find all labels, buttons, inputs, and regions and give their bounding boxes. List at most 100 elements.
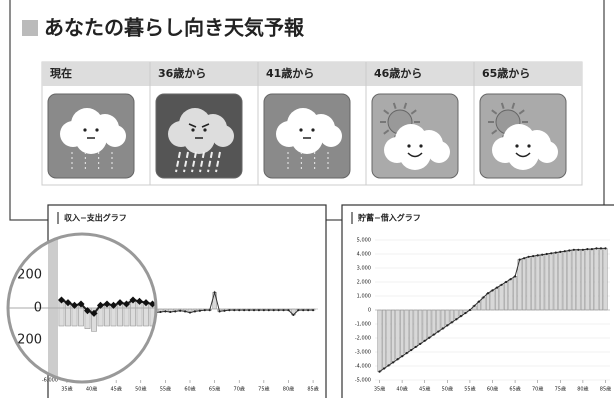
- point: [228, 309, 231, 312]
- weather-icon: [479, 93, 567, 179]
- point: [103, 300, 111, 308]
- point: [57, 296, 66, 304]
- point: [559, 250, 562, 253]
- point: [331, 307, 338, 314]
- point: [604, 247, 607, 250]
- zoom-label: ,200: [13, 268, 42, 283]
- eye: [527, 144, 531, 148]
- bar: [499, 284, 504, 311]
- bar: [382, 309, 387, 369]
- column-label: 65歳から: [482, 66, 530, 80]
- magnified-area: [8, 234, 338, 382]
- point: [96, 301, 105, 309]
- point: [292, 313, 295, 317]
- bar: [508, 279, 513, 311]
- x-tick-label: 50歳: [442, 386, 453, 393]
- point: [272, 309, 275, 312]
- bar: [517, 259, 522, 311]
- sun-ray: [383, 129, 390, 135]
- point: [550, 252, 553, 255]
- point: [572, 248, 575, 251]
- point: [441, 327, 444, 330]
- sun-ray: [410, 109, 417, 115]
- point: [455, 318, 458, 321]
- point: [414, 345, 417, 349]
- bar: [485, 293, 490, 311]
- bar: [386, 309, 391, 366]
- bar: [431, 309, 436, 335]
- column-label: 46歳から: [374, 66, 422, 80]
- point: [238, 309, 241, 312]
- point: [257, 309, 261, 312]
- point: [188, 311, 192, 314]
- point: [532, 255, 535, 258]
- point: [527, 255, 530, 258]
- x-tick-label: 60歳: [184, 386, 195, 393]
- point: [169, 310, 172, 314]
- column-label: 41歳から: [266, 66, 314, 80]
- point: [64, 299, 72, 307]
- point: [464, 311, 467, 315]
- point: [233, 309, 236, 312]
- point: [129, 296, 137, 304]
- point: [450, 321, 453, 324]
- point: [267, 309, 270, 312]
- bar: [567, 250, 572, 311]
- point: [218, 310, 221, 313]
- point: [243, 309, 246, 312]
- y-tick-label: -4,000: [355, 364, 371, 370]
- eye: [299, 128, 303, 132]
- point: [482, 296, 485, 299]
- point: [599, 247, 603, 250]
- point: [193, 310, 197, 313]
- y-tick-label: 5,000: [357, 238, 371, 244]
- point: [135, 297, 144, 305]
- x-tick-label: 65歳: [209, 386, 220, 393]
- y-tick-label: 2,000: [357, 280, 371, 286]
- x-tick-label: 75歳: [555, 386, 566, 393]
- y-tick-label: -6,000: [42, 378, 58, 384]
- point: [423, 339, 426, 342]
- weather-icon: [47, 93, 135, 179]
- bar: [594, 248, 599, 311]
- cloud-part: [399, 138, 431, 170]
- x-tick-label: 40歳: [86, 386, 97, 393]
- point: [428, 336, 431, 339]
- point: [208, 309, 211, 312]
- bar: [562, 250, 567, 311]
- bar: [531, 255, 536, 311]
- point: [419, 342, 422, 345]
- bar: [391, 309, 396, 363]
- bar: [526, 256, 531, 311]
- point: [509, 278, 512, 281]
- eye: [419, 144, 423, 148]
- point: [391, 361, 395, 364]
- x-tick-label: 35歳: [61, 386, 72, 393]
- point: [486, 292, 490, 295]
- column-label: 36歳から: [158, 66, 206, 80]
- bar: [553, 252, 558, 311]
- eye: [515, 144, 519, 148]
- weather-icon: [371, 93, 459, 179]
- point: [282, 309, 285, 312]
- sun-ray: [491, 129, 498, 135]
- point: [401, 355, 404, 358]
- point: [83, 307, 92, 315]
- bar: [522, 258, 527, 311]
- point: [577, 248, 580, 251]
- point: [203, 309, 206, 312]
- point: [109, 301, 118, 309]
- point: [287, 309, 290, 312]
- point: [545, 252, 548, 256]
- mouth: [515, 152, 531, 158]
- bar: [395, 309, 400, 360]
- brow: [188, 123, 210, 128]
- point: [307, 309, 310, 312]
- bar: [418, 309, 423, 345]
- y-tick-label: 4,000: [357, 252, 371, 258]
- y-tick-label: -3,000: [355, 350, 371, 356]
- x-tick-label: 85歳: [307, 386, 318, 393]
- point: [446, 324, 449, 327]
- bar: [490, 290, 495, 311]
